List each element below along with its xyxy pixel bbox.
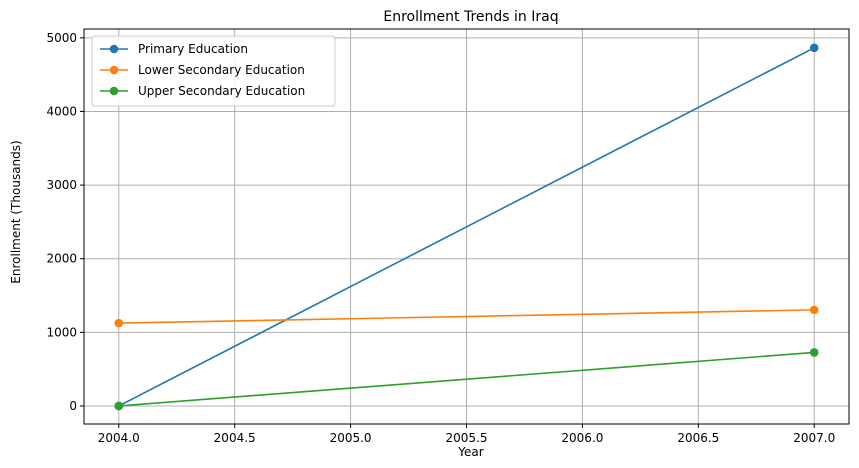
y-tick-label: 0	[69, 399, 77, 413]
legend-box	[91, 35, 336, 107]
data-point	[809, 43, 819, 53]
series-line	[118, 351, 815, 407]
y-tick-label: 5000	[46, 31, 77, 45]
legend-label: Upper Secondary Education	[138, 84, 305, 98]
x-axis-ticks: 2004.0 2004.5 2005.0 2005.5 2006.0 2006.5 2007…	[98, 424, 835, 445]
series-line	[118, 47, 815, 407]
grid	[84, 29, 849, 424]
legend-item: Primary Education	[100, 42, 248, 56]
legend-swatch-marker	[109, 86, 119, 96]
data-point	[114, 318, 124, 328]
y-axis-label: Enrollment (Thousands)	[9, 140, 23, 283]
chart-title: Enrollment Trends in Iraq	[383, 9, 558, 25]
x-tick-label: 2006.5	[677, 431, 719, 445]
data-point	[809, 348, 819, 357]
x-tick-label: 2005.5	[446, 431, 488, 445]
series-layer	[114, 43, 819, 411]
legend-item: Lower Secondary Education	[100, 63, 305, 77]
legend-swatch-marker	[109, 44, 119, 54]
legend-item: Upper Secondary Education	[100, 84, 305, 98]
series-2	[114, 305, 819, 328]
series-3	[114, 348, 819, 411]
x-axis-label: Year	[457, 445, 483, 459]
x-tick-label: 2004.0	[98, 431, 140, 445]
series-line	[118, 309, 815, 324]
y-tick-label: 3000	[46, 178, 77, 192]
legend-label: Lower Secondary Education	[138, 63, 305, 77]
legend: Primary Education Lower Secondary Educati…	[91, 35, 336, 107]
y-tick-label: 4000	[46, 104, 77, 118]
x-tick-label: 2004.5	[214, 431, 256, 445]
x-tick-label: 2005.0	[330, 431, 372, 445]
legend-swatch-marker	[109, 65, 119, 75]
legend-label: Primary Education	[138, 42, 248, 56]
x-tick-label: 2006.0	[561, 431, 603, 445]
x-tick-label: 2007.0	[793, 431, 835, 445]
data-point	[809, 305, 819, 315]
y-tick-label: 2000	[46, 252, 77, 266]
data-point	[114, 401, 124, 411]
y-axis-ticks: 0 1000 2000 3000 4000 5000	[46, 31, 84, 413]
y-tick-label: 1000	[46, 325, 77, 339]
